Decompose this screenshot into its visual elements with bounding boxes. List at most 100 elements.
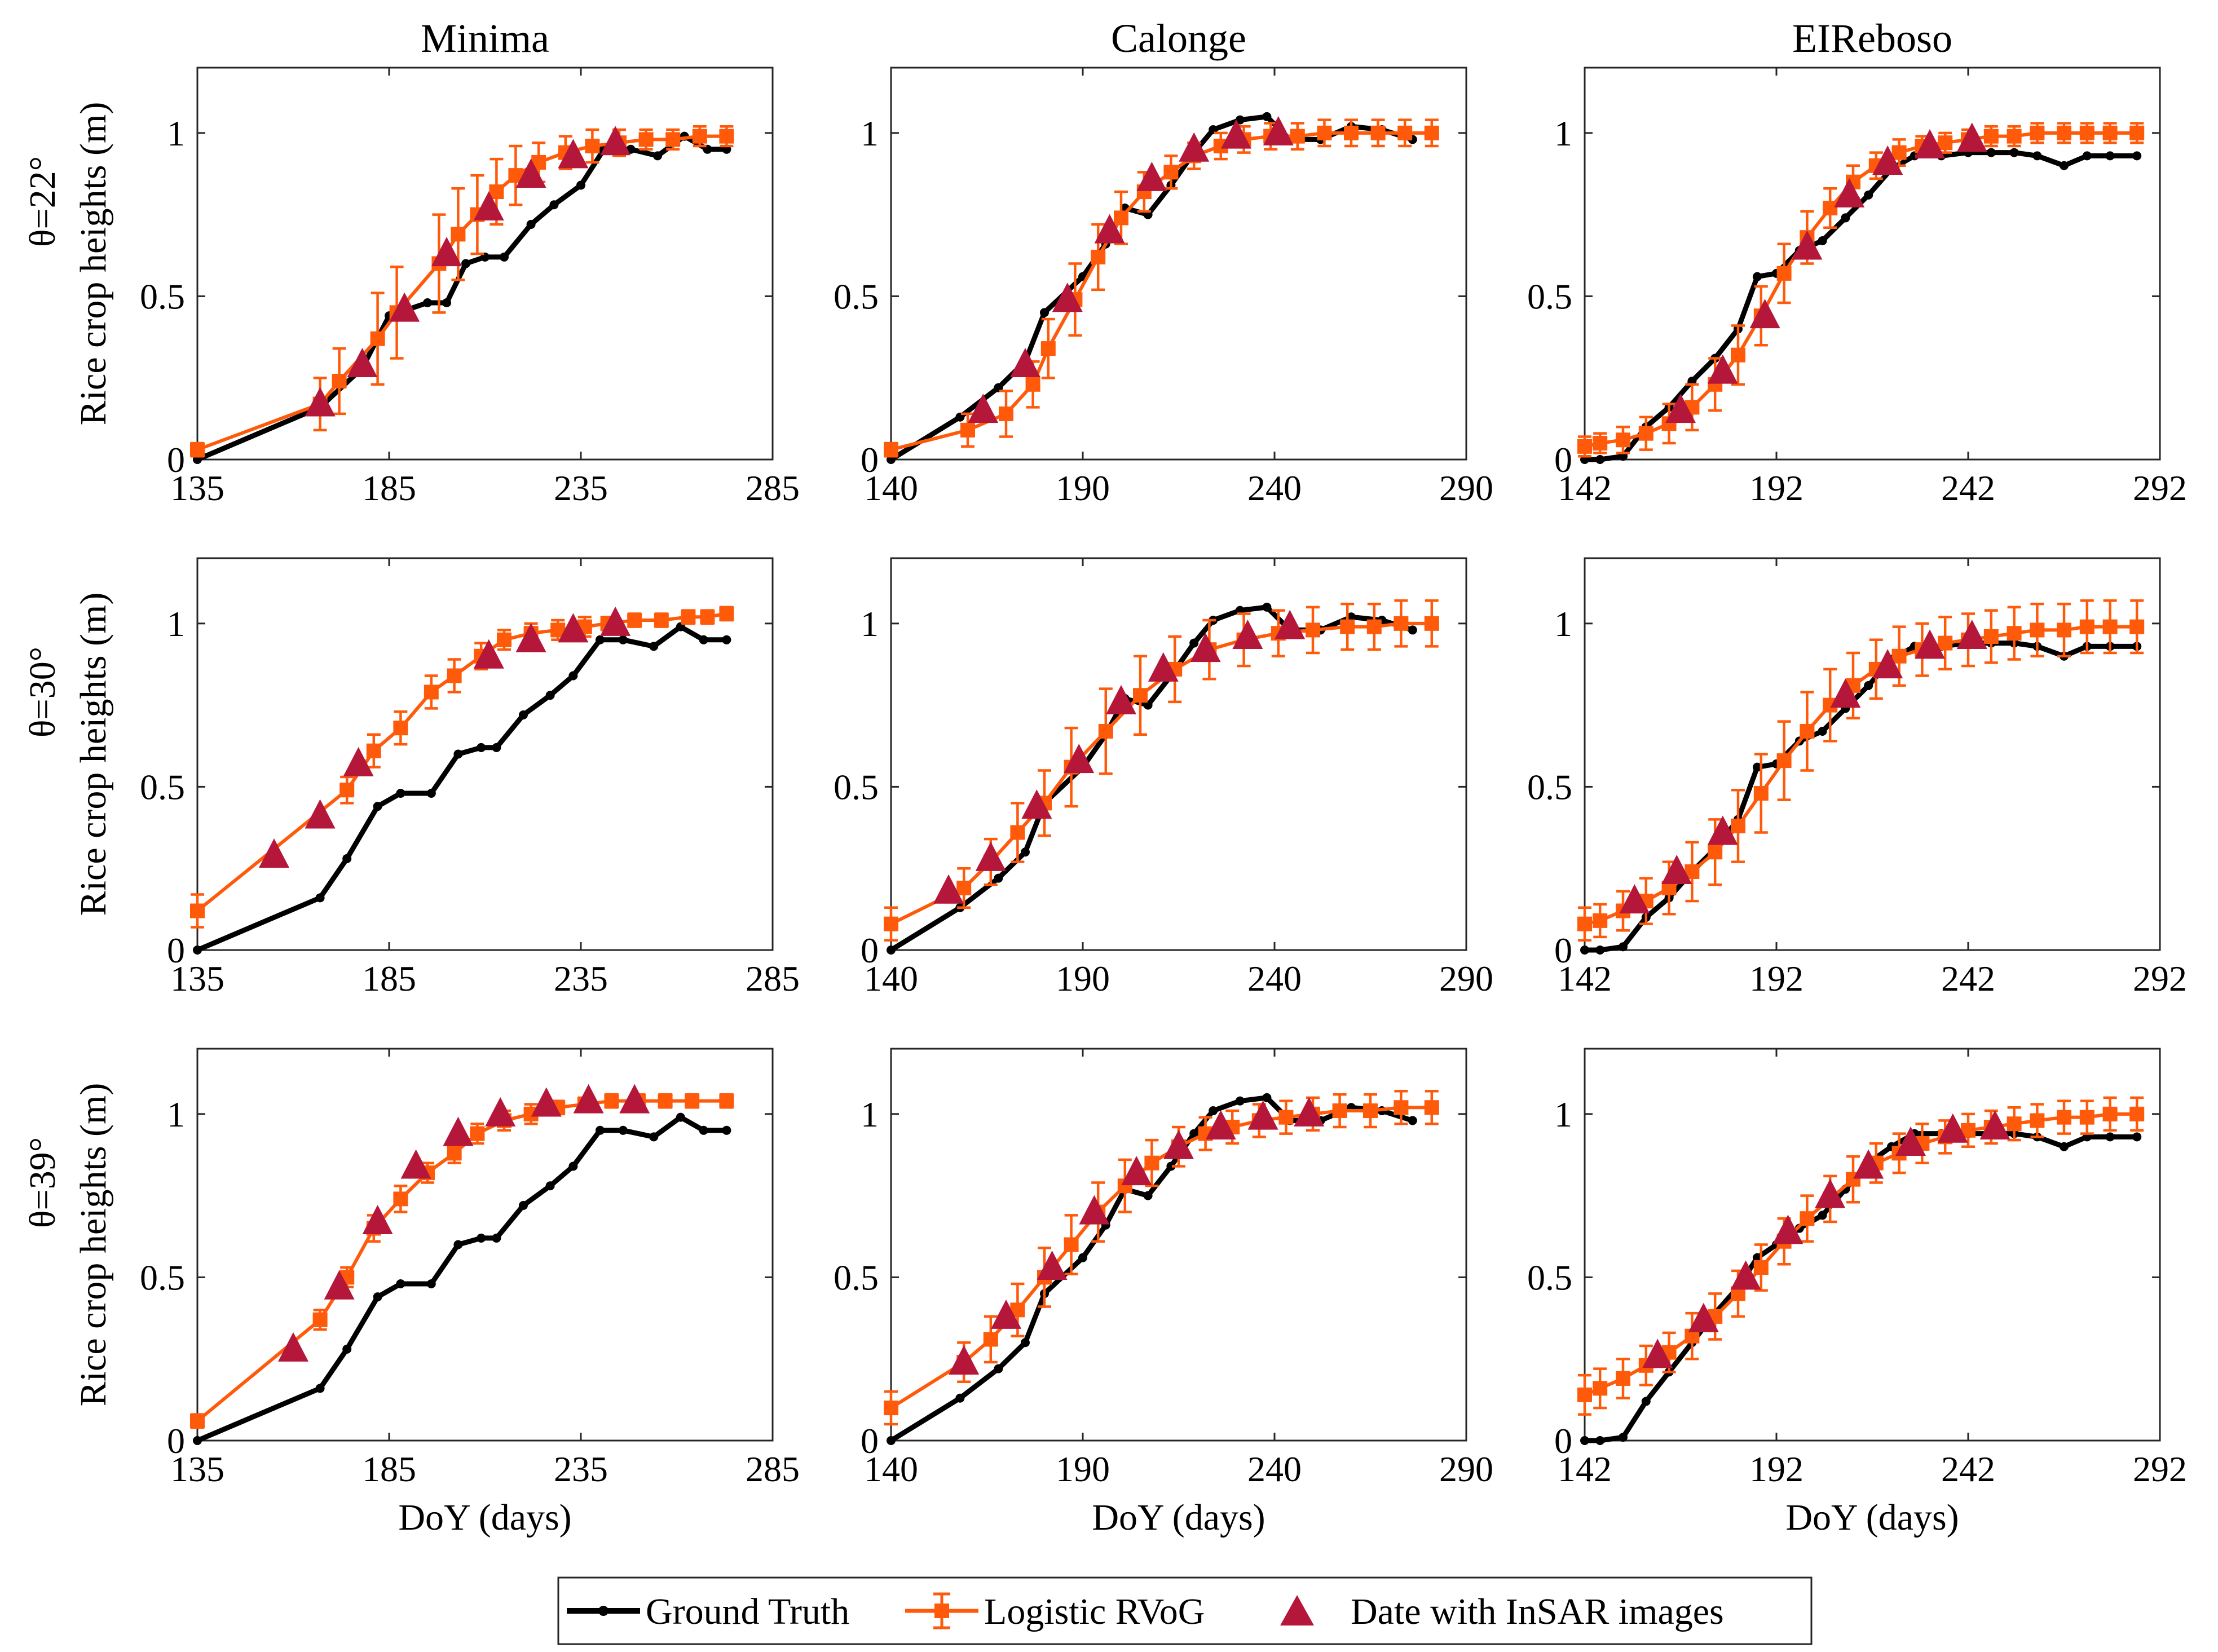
logistic-rvog-point xyxy=(719,1093,734,1108)
logistic-rvog-point xyxy=(585,139,600,153)
ground-truth-point xyxy=(526,220,536,229)
ground-truth-point xyxy=(477,743,486,752)
logistic-rvog-point xyxy=(1776,753,1792,768)
logistic-rvog-point xyxy=(1133,688,1148,703)
insar-date-marker xyxy=(1106,684,1136,714)
legend-item-ground-truth: Ground Truth xyxy=(567,1591,849,1632)
ground-truth-point xyxy=(1189,638,1199,648)
ground-truth-point xyxy=(994,1364,1003,1373)
insar-date-marker xyxy=(1661,855,1692,884)
ground-truth-point xyxy=(1262,112,1272,121)
ground-truth-point xyxy=(596,1125,605,1135)
ground-truth-point xyxy=(1864,681,1873,690)
insar-date-marker xyxy=(1956,122,1987,152)
logistic-rvog-point xyxy=(1424,616,1439,631)
x-tick-label: 142 xyxy=(1558,1449,1612,1489)
x-tick-label: 135 xyxy=(170,468,224,508)
insar-date-marker xyxy=(259,838,289,868)
red-triangle-icon xyxy=(1280,1595,1314,1626)
logistic-rvog-point xyxy=(1638,426,1653,441)
ground-truth-point xyxy=(955,1393,965,1403)
logistic-rvog-point xyxy=(638,132,654,147)
insar-date-marker xyxy=(1619,884,1650,914)
y-tick-label: 0.5 xyxy=(140,1257,185,1297)
y-tick-label: 0.5 xyxy=(834,1257,879,1297)
y-tick-label: 1 xyxy=(861,113,879,153)
ground-truth-point xyxy=(1619,942,1628,952)
y-tick-label: 0 xyxy=(167,1421,185,1461)
x-tick-label: 235 xyxy=(554,958,608,999)
ground-truth-point xyxy=(1595,1436,1605,1445)
ground-truth-point xyxy=(1818,1211,1827,1220)
insar-date-marker xyxy=(1094,214,1125,244)
chart-panel-3-2: 140 190 240 290 0 0.5 1 DoY (days) xyxy=(834,1048,1493,1538)
logistic-rvog-point xyxy=(983,1332,998,1347)
ground-truth-point xyxy=(193,946,202,955)
chart-panel-3-3: 142 192 242 292 0 0.5 1 DoY (days) xyxy=(1527,1048,2187,1538)
ground-truth-point xyxy=(477,1233,486,1243)
logistic-rvog-point xyxy=(692,129,707,144)
ground-truth-point xyxy=(649,642,659,651)
y-tick-label: 0.5 xyxy=(1527,767,1572,807)
ground-truth-point xyxy=(492,743,501,752)
ground-truth-point xyxy=(1753,272,1762,281)
legend-item-logistic-rvog: Logistic RVoG xyxy=(905,1591,1205,1632)
ground-truth-point xyxy=(2060,1142,2069,1151)
logistic-rvog-point xyxy=(681,609,696,625)
insar-date-marker xyxy=(558,613,589,643)
insar-date-marker xyxy=(1021,789,1052,819)
logistic-rvog-point xyxy=(190,903,205,918)
insar-date-marker xyxy=(968,394,999,423)
insar-date-marker xyxy=(1037,1251,1068,1280)
x-tick-label: 142 xyxy=(1558,958,1612,999)
insar-date-marker xyxy=(600,126,631,156)
x-tick-label: 192 xyxy=(1749,1449,1803,1489)
insar-date-marker xyxy=(389,292,420,322)
row-label: θ=30° xyxy=(22,647,63,737)
ground-truth-point xyxy=(2132,151,2142,161)
logistic-rvog-point xyxy=(1163,165,1179,180)
x-tick-label: 292 xyxy=(2133,468,2187,508)
insar-date-marker xyxy=(485,1097,516,1127)
y-tick-label: 0 xyxy=(1554,930,1572,970)
insar-date-marker xyxy=(619,1084,650,1114)
logistic-rvog-point xyxy=(1370,125,1386,140)
x-tick-label: 292 xyxy=(2133,1449,2187,1489)
insar-date-marker xyxy=(600,606,631,636)
ground-truth-point xyxy=(1864,190,1873,200)
ground-truth-point xyxy=(423,298,432,307)
ground-truth-point xyxy=(396,1279,405,1288)
insar-date-marker xyxy=(933,874,964,904)
insar-date-marker xyxy=(1830,678,1861,708)
logistic-rvog-point xyxy=(1344,125,1359,140)
panels-grid: 135 185 235 285 0 0.5 1 Minima Rice crop heights… xyxy=(22,16,2187,1538)
x-tick-label: 235 xyxy=(554,1449,608,1489)
ground-truth-point xyxy=(2105,151,2115,161)
logistic-rvog-point xyxy=(2102,619,2118,634)
ground-truth-point xyxy=(887,946,896,955)
logistic-rvog-point xyxy=(1708,845,1723,860)
logistic-rvog-point xyxy=(884,442,898,457)
logistic-rvog-point xyxy=(1317,125,1332,140)
insar-date-marker xyxy=(1190,633,1221,662)
plot-frame xyxy=(196,67,774,461)
logistic-rvog-point xyxy=(332,374,347,388)
insar-date-marker xyxy=(1915,629,1945,659)
ground-truth-line xyxy=(196,1115,727,1443)
logistic-rvog-point xyxy=(190,442,205,457)
y-tick-label: 1 xyxy=(167,113,185,153)
insar-date-marker xyxy=(1707,815,1738,845)
insar-date-marker xyxy=(1136,161,1167,191)
insar-date-marker xyxy=(1688,1302,1719,1332)
x-tick-label: 192 xyxy=(1749,468,1803,508)
insar-date-marker xyxy=(1707,354,1738,384)
row-label: θ=22° xyxy=(22,156,63,247)
insar-date-marker xyxy=(1294,1097,1325,1127)
logistic-rvog-point xyxy=(2057,1110,2071,1125)
x-tick-label: 190 xyxy=(1056,468,1110,508)
logistic-rvog-point xyxy=(470,1126,485,1141)
insar-date-marker xyxy=(1064,744,1095,774)
logistic-rvog-point xyxy=(1366,619,1382,634)
logistic-rvog-point xyxy=(1776,266,1792,281)
plot-frame xyxy=(1584,1048,2161,1442)
